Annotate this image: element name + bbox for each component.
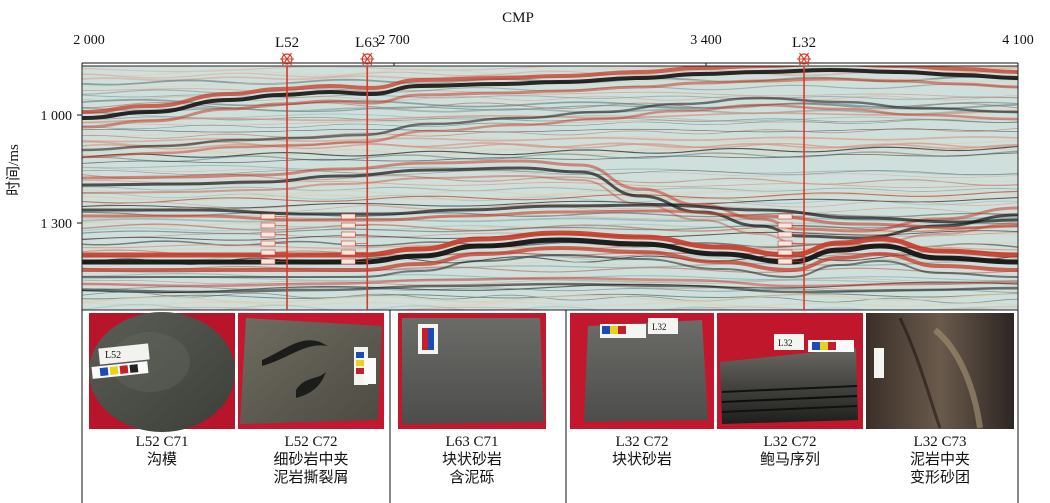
well-label: L32 bbox=[792, 35, 816, 51]
core-caption: 块状砂岩 bbox=[442, 451, 502, 468]
x-tick-label: 2 000 bbox=[73, 33, 105, 48]
svg-text:L52: L52 bbox=[105, 350, 121, 361]
core-sample-tag bbox=[260, 231, 276, 238]
core-caption: 含泥砾 bbox=[449, 469, 494, 486]
core-caption: 变形砂团 bbox=[910, 469, 970, 486]
core-sample-tag bbox=[340, 249, 356, 256]
well-label: L52 bbox=[275, 35, 299, 51]
core-photo-l32-c73 bbox=[866, 313, 1014, 429]
core-caption: L52 C71 bbox=[136, 434, 189, 450]
core-caption: L32 C72 bbox=[764, 434, 817, 450]
seismic-section: L52 L63 L32 bbox=[81, 35, 1019, 311]
y-axis-title: 时间/ms bbox=[5, 144, 22, 196]
core-caption: L32 C73 bbox=[914, 434, 967, 450]
core-caption: 泥岩撕裂屑 bbox=[273, 469, 348, 486]
core-caption: 块状砂岩 bbox=[612, 451, 672, 468]
x-axis-title: CMP bbox=[502, 10, 534, 26]
core-photo-panel: L52 bbox=[81, 310, 1019, 503]
core-sample-tag bbox=[260, 249, 276, 256]
core-photo-l32-c72-b: L32 bbox=[717, 313, 863, 429]
core-photo-l32-c72-a: L32 bbox=[570, 313, 714, 429]
core-sample-tag bbox=[340, 213, 356, 220]
core-sample-tag bbox=[260, 258, 276, 265]
x-tick-label: 2 700 bbox=[378, 33, 410, 48]
core-sample-tag bbox=[340, 240, 356, 247]
core-caption: L63 C71 bbox=[446, 434, 499, 450]
core-photo-l63-c71 bbox=[398, 313, 546, 429]
top-axis: 2 000 2 700 3 400 4 100 bbox=[73, 33, 1034, 68]
core-caption: L52 C72 bbox=[285, 434, 338, 450]
svg-text:L32: L32 bbox=[778, 338, 793, 348]
core-sample-tag bbox=[777, 222, 793, 229]
y-tick-label: 1 000 bbox=[41, 109, 73, 124]
core-sample-tag bbox=[340, 231, 356, 238]
core-photo-l52-c71: L52 bbox=[89, 312, 235, 432]
core-sample-tag bbox=[260, 222, 276, 229]
core-sample-tag bbox=[340, 222, 356, 229]
core-caption: 泥岩中夹 bbox=[910, 451, 970, 468]
x-tick-label: 4 100 bbox=[1002, 33, 1034, 48]
core-sample-tag bbox=[777, 231, 793, 238]
svg-text:L32: L32 bbox=[652, 322, 667, 332]
core-caption: L32 C72 bbox=[616, 434, 669, 450]
core-sample-tag bbox=[777, 213, 793, 220]
core-caption: 沟模 bbox=[147, 451, 177, 468]
core-sample-tag bbox=[260, 240, 276, 247]
well-label: L63 bbox=[355, 35, 379, 51]
left-axis: 1 000 1 300 时间/ms bbox=[5, 63, 83, 503]
core-caption: 细砂岩中夹 bbox=[273, 451, 348, 468]
core-sample-tag bbox=[777, 240, 793, 247]
y-tick-label: 1 300 bbox=[41, 217, 73, 232]
core-sample-tag bbox=[777, 249, 793, 256]
core-photo-l52-c72 bbox=[238, 313, 384, 429]
core-caption: 鲍马序列 bbox=[760, 451, 820, 468]
x-tick-label: 3 400 bbox=[690, 33, 722, 48]
core-sample-tag bbox=[260, 213, 276, 220]
core-sample-tag bbox=[777, 258, 793, 265]
core-sample-tag bbox=[340, 258, 356, 265]
